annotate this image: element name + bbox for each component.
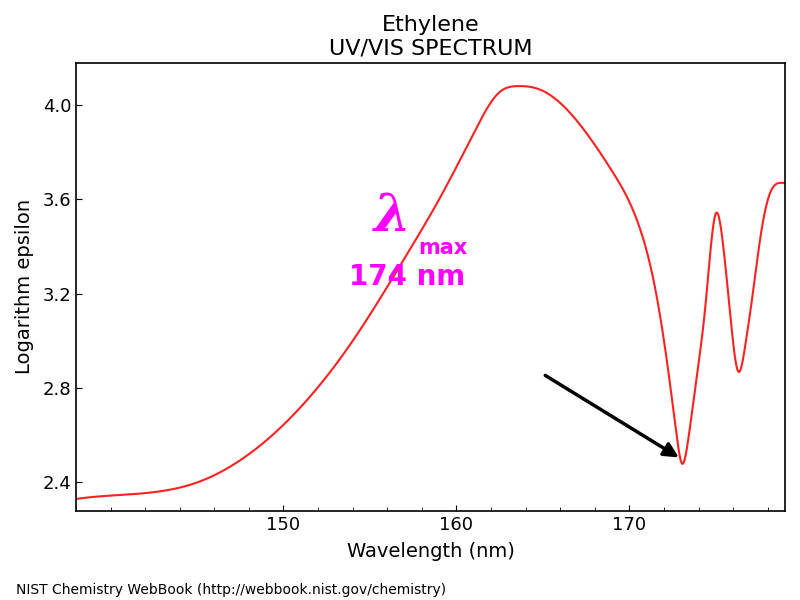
Y-axis label: Logarithm epsilon: Logarithm epsilon [15, 199, 34, 374]
X-axis label: Wavelength (nm): Wavelength (nm) [346, 542, 514, 561]
Text: max: max [418, 238, 468, 257]
Title: Ethylene
UV/VIS SPECTRUM: Ethylene UV/VIS SPECTRUM [329, 15, 532, 58]
Text: 174 nm: 174 nm [349, 263, 465, 291]
Text: NIST Chemistry WebBook (http://webbook.nist.gov/chemistry): NIST Chemistry WebBook (http://webbook.n… [16, 583, 446, 597]
Text: λ: λ [374, 191, 410, 242]
